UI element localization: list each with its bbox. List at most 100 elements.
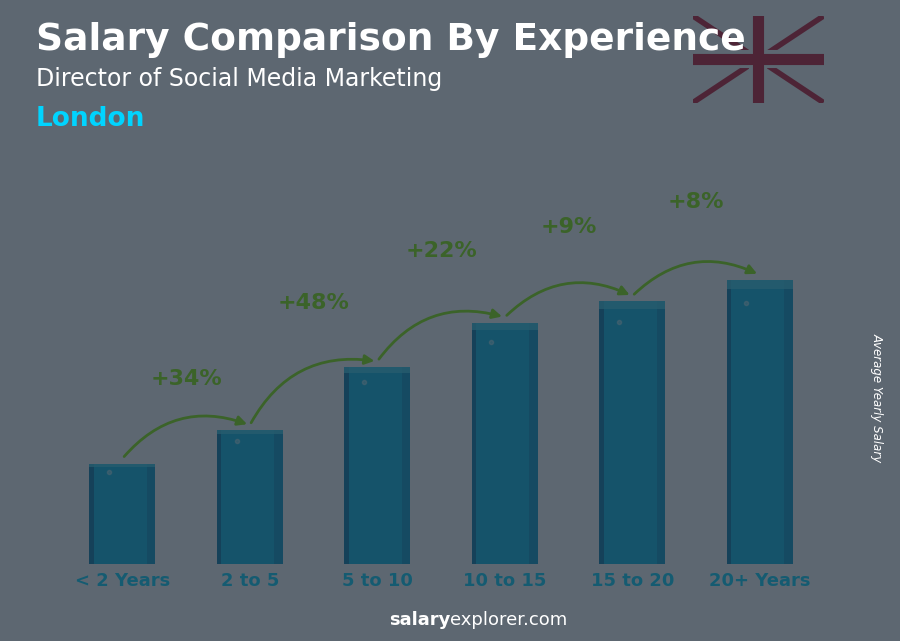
Bar	[378, 0, 387, 641]
Bar	[450, 0, 459, 641]
Text: 149,000 GBP: 149,000 GBP	[582, 282, 682, 297]
Bar	[270, 0, 279, 641]
Bar	[108, 0, 117, 641]
Bar	[90, 0, 99, 641]
Bar	[531, 0, 540, 641]
Bar	[711, 0, 720, 641]
Text: +22%: +22%	[405, 242, 477, 262]
Bar	[274, 431, 283, 564]
Bar	[468, 0, 477, 641]
Bar	[36, 0, 45, 641]
Bar	[89, 464, 156, 467]
Text: Director of Social Media Marketing: Director of Social Media Marketing	[36, 67, 442, 91]
Bar	[93, 464, 147, 564]
Bar	[666, 0, 675, 641]
Bar	[774, 0, 783, 641]
Bar	[891, 0, 900, 641]
Bar	[99, 0, 108, 641]
Bar	[603, 0, 612, 641]
Bar	[495, 0, 504, 641]
Text: 112,000 GBP: 112,000 GBP	[328, 347, 427, 362]
Bar	[621, 0, 630, 641]
Bar	[405, 0, 414, 641]
Bar	[306, 0, 315, 641]
Bar	[602, 301, 657, 564]
Bar	[217, 431, 221, 564]
Text: +9%: +9%	[540, 217, 597, 237]
Bar	[459, 0, 468, 641]
Bar	[729, 0, 738, 641]
Bar	[0, 0, 9, 641]
Bar	[702, 0, 711, 641]
Bar	[162, 0, 171, 641]
Bar	[477, 0, 486, 641]
Bar	[54, 0, 63, 641]
Bar	[684, 0, 693, 641]
Bar	[27, 0, 36, 641]
Bar	[147, 464, 156, 564]
Text: 137,000 GBP: 137,000 GBP	[455, 303, 554, 318]
Bar	[216, 0, 225, 641]
Bar	[756, 0, 765, 641]
Text: salary: salary	[389, 612, 450, 629]
Bar	[828, 0, 837, 641]
Text: +34%: +34%	[150, 369, 222, 389]
Bar	[396, 0, 405, 641]
Text: 75,800 GBP: 75,800 GBP	[205, 411, 294, 426]
Bar	[387, 0, 396, 641]
Bar	[726, 280, 793, 289]
Bar	[234, 0, 243, 641]
Text: London: London	[36, 106, 146, 132]
Bar	[360, 0, 369, 641]
Bar	[639, 0, 648, 641]
Bar	[529, 322, 538, 564]
Bar	[784, 280, 793, 564]
Bar	[45, 0, 54, 641]
Bar	[153, 0, 162, 641]
Bar	[117, 0, 126, 641]
Bar	[657, 301, 665, 564]
Bar	[475, 322, 529, 564]
Bar	[792, 0, 801, 641]
Bar	[819, 0, 828, 641]
Bar	[401, 367, 410, 564]
Text: Salary Comparison By Experience: Salary Comparison By Experience	[36, 22, 746, 58]
Bar	[657, 0, 666, 641]
Bar	[297, 0, 306, 641]
Bar	[810, 0, 819, 641]
Bar	[576, 0, 585, 641]
Bar	[63, 0, 72, 641]
Bar	[599, 301, 665, 310]
Bar	[414, 0, 423, 641]
Bar	[171, 0, 180, 641]
Bar	[225, 0, 234, 641]
Bar	[243, 0, 252, 641]
Bar	[846, 0, 855, 641]
Bar	[333, 0, 342, 641]
Bar	[504, 0, 513, 641]
Bar	[567, 0, 576, 641]
Bar	[855, 0, 864, 641]
Bar	[630, 0, 639, 641]
Bar	[344, 367, 349, 564]
Bar	[252, 0, 261, 641]
Bar	[441, 0, 450, 641]
Bar	[747, 0, 756, 641]
Bar	[351, 0, 360, 641]
Bar	[783, 0, 792, 641]
Bar	[144, 0, 153, 641]
Bar	[9, 0, 18, 641]
Bar	[432, 0, 441, 641]
Bar	[837, 0, 846, 641]
Bar	[472, 322, 476, 564]
Bar	[89, 464, 94, 564]
Bar	[72, 0, 81, 641]
Bar	[765, 0, 774, 641]
Bar	[261, 0, 270, 641]
Bar	[726, 280, 731, 564]
Bar	[612, 0, 621, 641]
Bar	[801, 0, 810, 641]
Bar	[486, 0, 495, 641]
Text: 56,800 GBP: 56,800 GBP	[77, 445, 167, 460]
Bar	[730, 280, 784, 564]
